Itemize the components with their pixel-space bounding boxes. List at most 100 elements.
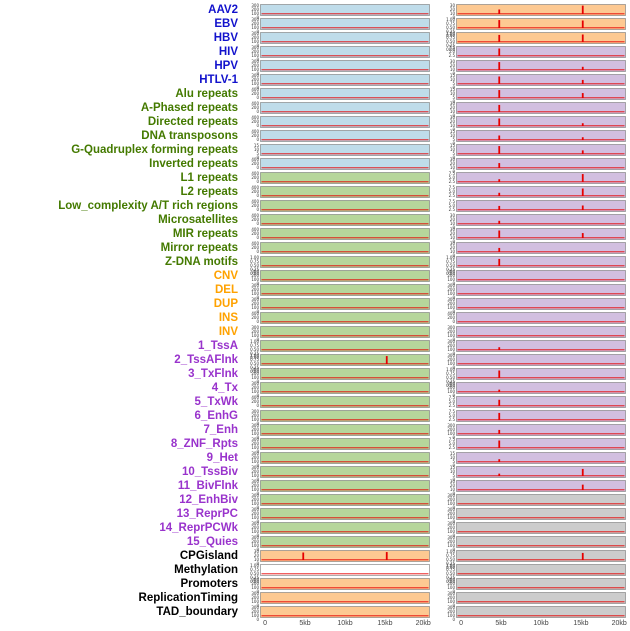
y-tick-label: 0 bbox=[452, 589, 455, 594]
y-tick-label: 100 bbox=[251, 613, 259, 618]
y-axis-ticks: 400 200 0 bbox=[244, 396, 260, 408]
y-tick-label: 5 bbox=[452, 137, 455, 142]
y-tick-label: 5 bbox=[452, 81, 455, 86]
y-axis-ticks: 30 20 10 0 bbox=[440, 60, 456, 76]
y-axis-ticks: 15 10 5 0 bbox=[244, 144, 260, 160]
y-tick-label: 0 bbox=[256, 95, 259, 100]
y-axis-ticks: 300 200 100 0 bbox=[244, 4, 260, 20]
feature-row: 6_EnhG 300 200 100 0 7.5 5.0 2.5 bbox=[2, 409, 630, 426]
y-axis-ticks: 300 200 100 0 bbox=[244, 46, 260, 62]
y-tick-label: 400 bbox=[251, 101, 259, 106]
profile-panel-right bbox=[456, 130, 626, 142]
y-tick-label: 0 bbox=[256, 109, 259, 114]
y-axis-ticks: 15 10 5 0 bbox=[440, 130, 456, 146]
y-tick-label: 0 bbox=[452, 617, 455, 622]
profile-panel-right bbox=[456, 46, 626, 58]
y-tick-label: 7.5 bbox=[448, 437, 455, 442]
y-tick-label: 0.50 bbox=[446, 557, 455, 562]
x-tick-label: 15kb bbox=[377, 620, 393, 627]
profile-panel-right bbox=[456, 214, 626, 226]
profile-panel-left bbox=[260, 522, 430, 534]
y-axis-ticks: 300 200 100 0 bbox=[244, 522, 260, 538]
y-tick-label: 300 bbox=[251, 479, 259, 484]
y-tick-label: 400 bbox=[251, 157, 259, 162]
y-tick-label: 200 bbox=[251, 63, 259, 68]
row-label: 7_Enh bbox=[203, 423, 238, 436]
row-label: Mirror repeats bbox=[160, 241, 238, 254]
y-tick-label: 5.0 bbox=[448, 189, 455, 194]
y-tick-label: 0 bbox=[452, 141, 455, 146]
y-tick-label: 200 bbox=[251, 91, 259, 96]
y-tick-label: 20 bbox=[449, 217, 455, 222]
profile-panel-left bbox=[260, 452, 430, 464]
y-tick-label: 400 bbox=[251, 87, 259, 92]
y-tick-label: 100 bbox=[251, 515, 259, 520]
y-tick-label: 0 bbox=[452, 309, 455, 314]
y-tick-label: 100 bbox=[251, 277, 259, 282]
y-tick-label: 300 bbox=[251, 465, 259, 470]
profile-panel-right bbox=[456, 592, 626, 604]
profile-panel-right bbox=[456, 18, 626, 30]
y-tick-label: 300 bbox=[251, 297, 259, 302]
feature-row: DEL 300 200 100 0 300 200 100 0 bbox=[2, 283, 630, 300]
row-label: A-Phased repeats bbox=[140, 101, 238, 114]
y-tick-label: 0 bbox=[452, 505, 455, 510]
y-tick-label: 20 bbox=[449, 105, 455, 110]
y-tick-label: 200 bbox=[447, 539, 455, 544]
row-label: TAD_boundary bbox=[156, 605, 238, 618]
y-tick-label: 0 bbox=[256, 137, 259, 142]
y-tick-label: 0 bbox=[452, 295, 455, 300]
y-tick-label: 0 bbox=[452, 225, 455, 230]
y-tick-label: 20 bbox=[449, 63, 455, 68]
feature-row: 4_Tx 300 200 100 0 300 200 100 0 bbox=[2, 381, 630, 398]
profile-panel-right bbox=[456, 4, 626, 16]
row-label: 8_ZNF_Rpts bbox=[170, 437, 238, 450]
y-tick-label: 0 bbox=[256, 547, 259, 552]
profile-panel-left bbox=[260, 130, 430, 142]
row-label: 15_Quies bbox=[186, 535, 238, 548]
y-tick-label: 0.00 bbox=[250, 355, 259, 360]
y-tick-label: 200 bbox=[251, 161, 259, 166]
feature-row: 3_TxFlnk 300 200 100 0 1.00 0.75 0.50 0.25 0.00 bbox=[2, 367, 630, 388]
profile-panel-right bbox=[456, 382, 626, 394]
row-label: Promoters bbox=[180, 577, 238, 590]
row-label: L2 repeats bbox=[180, 185, 238, 198]
y-axis-ticks: 1.00 0.75 0.50 0.25 0.00 bbox=[244, 256, 260, 276]
y-tick-label: 10 bbox=[449, 133, 455, 138]
y-axis-ticks: 400 200 0 bbox=[440, 312, 456, 324]
y-tick-label: 100 bbox=[447, 347, 455, 352]
feature-row: ReplicationTiming 300 200 100 0 300 200 100 0 bbox=[2, 591, 630, 608]
y-tick-label: 0 bbox=[256, 421, 259, 426]
y-tick-label: 200 bbox=[251, 77, 259, 82]
profile-panel-right bbox=[456, 606, 626, 618]
y-axis-ticks: 7.5 5.0 2.5 bbox=[440, 46, 456, 58]
y-axis-ticks: 300 200 100 0 bbox=[244, 438, 260, 454]
y-axis-ticks: 300 200 100 0 bbox=[440, 592, 456, 608]
profile-panel-left bbox=[260, 172, 430, 184]
profile-panel-right bbox=[456, 32, 626, 44]
y-axis-ticks: 30 20 10 0 bbox=[440, 242, 456, 258]
y-axis-ticks: 30 20 10 0 bbox=[244, 550, 260, 566]
y-axis-ticks: 300 200 100 0 bbox=[440, 382, 456, 398]
y-tick-label: 100 bbox=[251, 459, 259, 464]
y-tick-label: 100 bbox=[251, 529, 259, 534]
y-tick-label: 0 bbox=[256, 477, 259, 482]
profile-panel-right bbox=[456, 480, 626, 492]
y-tick-label: 0 bbox=[256, 505, 259, 510]
profile-panel-left bbox=[260, 424, 430, 436]
profile-panel-right bbox=[456, 410, 626, 422]
profile-panel-left bbox=[260, 144, 430, 156]
y-tick-label: 400 bbox=[251, 185, 259, 190]
y-tick-label: 200 bbox=[251, 497, 259, 502]
y-tick-label: 10 bbox=[449, 221, 455, 226]
y-tick-label: 200 bbox=[251, 119, 259, 124]
y-tick-label: 5 bbox=[452, 473, 455, 478]
y-tick-label: 0 bbox=[452, 603, 455, 608]
y-axis-ticks: 30 20 10 0 bbox=[440, 158, 456, 174]
profile-panel-right bbox=[456, 298, 626, 310]
y-tick-label: 300 bbox=[251, 17, 259, 22]
y-axis-ticks: 30 20 10 0 bbox=[440, 116, 456, 132]
profile-panel-left bbox=[260, 606, 430, 618]
profile-panel-left bbox=[260, 102, 430, 114]
y-tick-label: 0 bbox=[256, 589, 259, 594]
